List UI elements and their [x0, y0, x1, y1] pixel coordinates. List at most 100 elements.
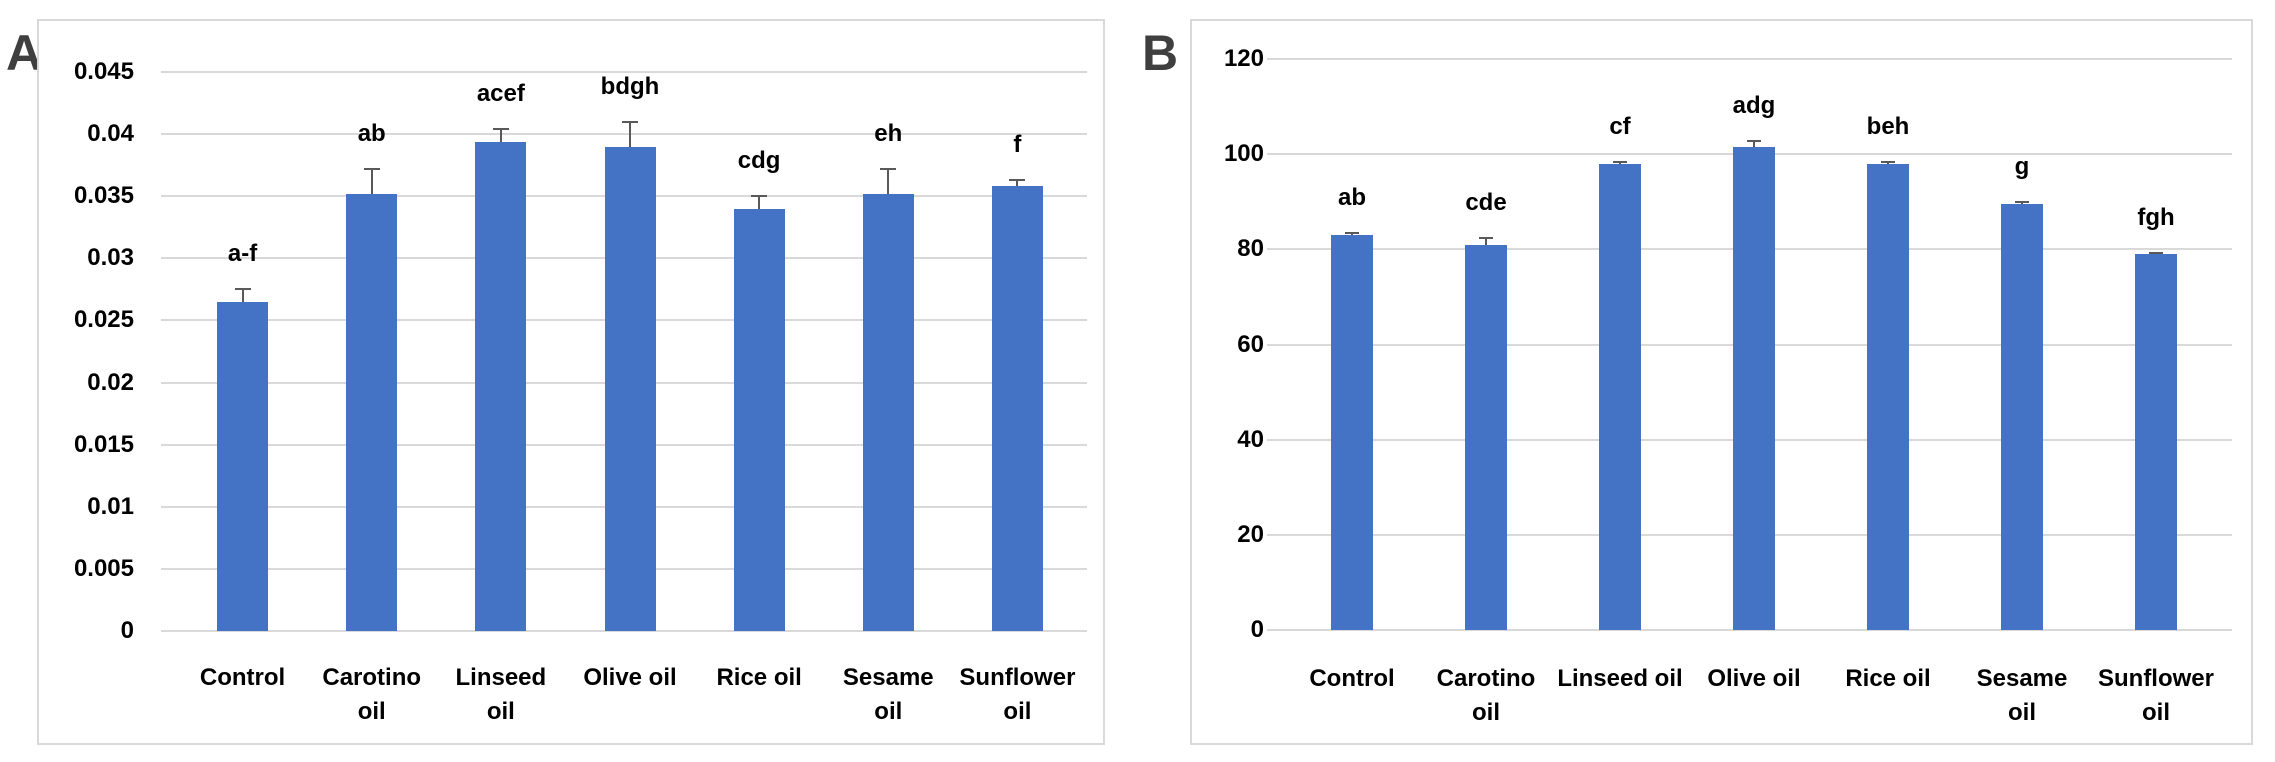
significance-letter: eh — [874, 119, 903, 147]
y-tick-label: 0.015 — [73, 430, 134, 458]
x-category-label-line: Control — [1309, 665, 1395, 692]
error-bar-cap — [1747, 140, 1761, 143]
x-category-label-line: Linseed oil — [1557, 665, 1683, 692]
x-category-label: Control — [163, 661, 323, 695]
x-category-label-line: Sunflower — [959, 664, 1076, 691]
x-category-label-line: Control — [199, 664, 286, 691]
x-category-label-line: oil — [1003, 698, 1032, 725]
gridline — [1267, 58, 2232, 60]
significance-letter: g — [2014, 153, 2030, 181]
error-bar-line — [1351, 232, 1353, 236]
panel-a-label: A — [6, 25, 43, 81]
gridline — [161, 133, 1087, 136]
y-tick-label: 100 — [1223, 140, 1264, 168]
error-bar-cap — [234, 288, 251, 291]
x-category-label: Control — [1266, 662, 1438, 696]
y-tick-label: 0.045 — [73, 58, 134, 85]
error-bar-cap — [1881, 160, 1895, 163]
significance-letter: ab — [1337, 183, 1366, 211]
bar-control — [217, 301, 269, 631]
y-tick-label: 0.035 — [73, 182, 134, 210]
significance-letter: fgh — [2137, 203, 2175, 231]
gridline — [161, 630, 1087, 632]
y-tick-label: 0 — [120, 617, 134, 644]
error-bar-cap — [1009, 179, 1026, 182]
y-tick-label: 0 — [1250, 616, 1264, 643]
significance-letter: f — [1013, 131, 1022, 159]
bar-carotino-oil — [1465, 244, 1507, 630]
significance-letter: adg — [1732, 92, 1776, 120]
x-category-label: Carotino oil — [1400, 662, 1572, 730]
x-category-label-line: Rice oil — [716, 664, 802, 691]
error-bar-cap — [622, 120, 638, 123]
gridline — [161, 71, 1087, 73]
x-category-label-line: Sunflower — [2097, 665, 2214, 692]
x-category-label-line: oil — [1472, 699, 1500, 726]
error-bar-cap — [492, 128, 509, 131]
y-tick-label: 60 — [1237, 330, 1264, 358]
y-tick-label: 0.02 — [87, 368, 134, 396]
significance-letter: cdg — [737, 147, 781, 175]
x-category-label-line: oil — [2142, 699, 2170, 726]
y-tick-label: 0.01 — [87, 492, 134, 520]
bar-carotino-oil — [346, 193, 398, 631]
significance-letter: a-f — [227, 240, 258, 268]
significance-letter: ab — [357, 119, 386, 147]
x-category-label: Rice oil — [1802, 662, 1974, 696]
panel-b-chart: 0 20 40 60 80 100 120 ab Control cde Carotino oil cf… — [1190, 19, 2253, 745]
x-category-label-line: Carotino — [1436, 665, 1536, 692]
panel-b-label: B — [1142, 25, 1179, 81]
error-bar-line — [758, 196, 761, 209]
significance-letter: cde — [1465, 188, 1507, 216]
x-category-label: Rice oil — [679, 661, 839, 695]
error-bar-line — [887, 168, 890, 194]
error-bar-line — [499, 129, 502, 142]
bar-olive-oil — [604, 146, 656, 631]
x-category-label-line: Linseed — [455, 664, 547, 691]
x-category-label-line: Olive oil — [1707, 665, 1801, 692]
error-bar-cap — [1345, 231, 1359, 234]
significance-letter: beh — [1866, 112, 1910, 140]
x-category-label: Carotino oil — [292, 661, 452, 729]
bar-linseed-oil — [1599, 163, 1641, 630]
bar-sesame-oil — [862, 193, 914, 631]
x-category-label: Sesame oil — [808, 661, 968, 729]
x-category-label: Sesame oil — [1936, 662, 2108, 730]
bar-rice-oil — [1867, 163, 1909, 630]
panel-a-chart: 0 0.005 0.01 0.015 0.02 0.025 0.03 0.035 0.04 0.0… — [37, 19, 1105, 745]
x-category-label: Olive oil — [550, 661, 710, 695]
significance-letter: acef — [476, 80, 525, 108]
error-bar-cap — [363, 167, 380, 170]
x-category-label-line: Sesame — [1976, 665, 2068, 692]
x-category-label: Sunflower oil — [937, 661, 1097, 729]
gridline — [1267, 629, 2232, 631]
x-category-label-line: oil — [357, 698, 386, 725]
bar-olive-oil — [1733, 147, 1775, 630]
error-bar-cap — [751, 195, 768, 198]
x-category-label: Linseed oil — [421, 661, 581, 729]
error-bar-cap — [880, 167, 897, 170]
bar-control — [1331, 235, 1373, 630]
error-bar-line — [1016, 180, 1019, 187]
error-bar-line — [629, 121, 631, 147]
significance-letter: bdgh — [600, 72, 660, 100]
bar-sesame-oil — [2001, 204, 2043, 630]
x-category-label-line: oil — [874, 698, 903, 725]
error-bar-cap — [2149, 251, 2163, 254]
bar-rice-oil — [733, 208, 785, 631]
error-bar-line — [370, 168, 373, 194]
x-category-label-line: Olive oil — [583, 664, 677, 691]
y-tick-label: 0.005 — [73, 554, 134, 582]
error-bar-line — [241, 289, 244, 302]
significance-letter: cf — [1609, 112, 1631, 140]
y-tick-label: 120 — [1223, 45, 1264, 72]
error-bar-cap — [2015, 201, 2029, 204]
error-bar-line — [1485, 237, 1487, 245]
y-tick-label: 40 — [1237, 425, 1264, 453]
bar-linseed-oil — [475, 141, 527, 631]
y-tick-label: 0.025 — [73, 306, 134, 334]
x-category-label-line: Rice oil — [1845, 665, 1931, 692]
bar-sunflower-oil — [991, 186, 1043, 631]
x-category-label: Linseed oil — [1534, 662, 1706, 696]
